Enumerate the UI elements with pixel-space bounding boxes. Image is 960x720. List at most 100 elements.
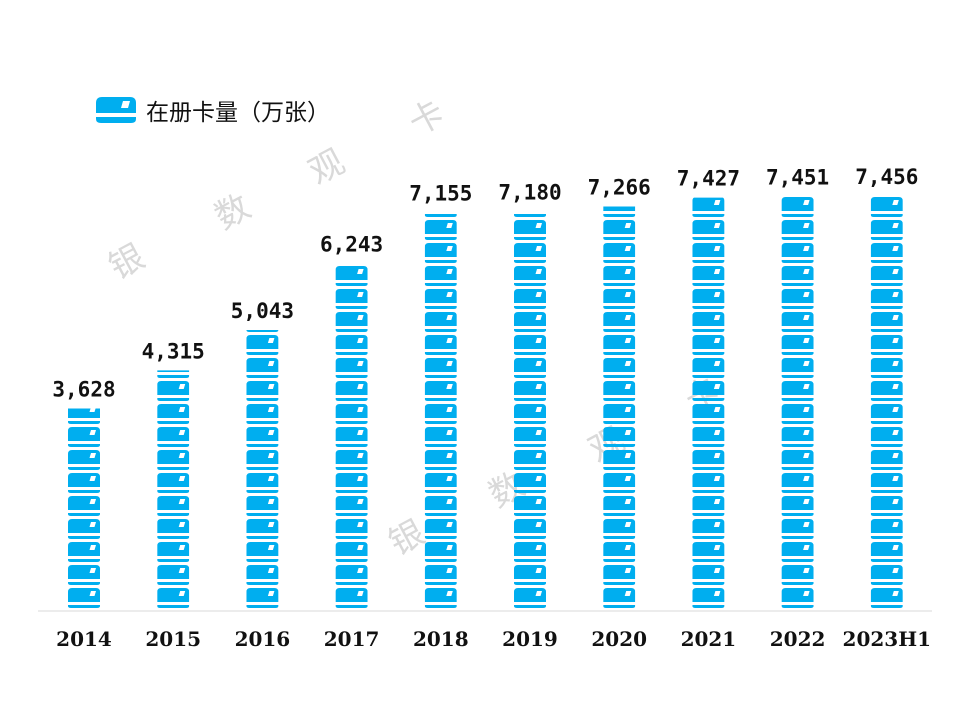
data-label: 7,180 bbox=[498, 180, 561, 204]
card-icon bbox=[781, 519, 814, 533]
card-icon bbox=[335, 266, 368, 280]
card-icon bbox=[692, 197, 725, 211]
x-tick-label: 2016 bbox=[235, 627, 291, 651]
card-icon bbox=[692, 335, 725, 349]
card-icon bbox=[781, 312, 814, 326]
card-icon bbox=[692, 519, 725, 533]
card-icon bbox=[870, 312, 903, 326]
card-icon bbox=[870, 496, 903, 510]
card-icon bbox=[514, 220, 546, 234]
card-icon bbox=[692, 473, 725, 487]
bar-2020 bbox=[603, 206, 636, 608]
card-icon bbox=[246, 542, 279, 556]
card-icon bbox=[68, 408, 100, 418]
card-icon bbox=[603, 220, 636, 234]
card-icon bbox=[514, 450, 546, 464]
card-icon bbox=[603, 542, 636, 556]
card-icon bbox=[514, 565, 546, 579]
card-icon bbox=[335, 335, 368, 349]
data-label: 7,451 bbox=[766, 165, 829, 189]
data-label: 7,266 bbox=[588, 176, 651, 200]
card-icon bbox=[157, 542, 190, 556]
card-icon bbox=[692, 404, 725, 418]
card-icon bbox=[424, 266, 457, 280]
card-icon bbox=[603, 473, 636, 487]
card-icon bbox=[424, 496, 457, 510]
card-icon bbox=[692, 220, 725, 234]
card-icon bbox=[781, 289, 814, 303]
card-icon bbox=[603, 358, 636, 372]
card-icon bbox=[335, 450, 368, 464]
card-icon bbox=[335, 588, 368, 602]
card-icon bbox=[157, 381, 190, 395]
card-icon bbox=[781, 220, 814, 234]
card-icon bbox=[157, 588, 190, 602]
card-icon bbox=[68, 588, 100, 602]
card-icon bbox=[68, 519, 100, 533]
card-icon bbox=[68, 565, 100, 579]
card-icon bbox=[424, 220, 457, 234]
bar-2014 bbox=[68, 408, 100, 608]
card-icon bbox=[246, 404, 279, 418]
card-icon bbox=[514, 266, 546, 280]
card-icon bbox=[424, 473, 457, 487]
card-icon bbox=[424, 358, 457, 372]
card-icon bbox=[870, 266, 903, 280]
card-icon bbox=[603, 206, 636, 211]
card-icon bbox=[870, 450, 903, 464]
card-icon bbox=[335, 519, 368, 533]
card-icon bbox=[424, 450, 457, 464]
card-icon bbox=[514, 427, 546, 441]
x-tick-label: 2021 bbox=[681, 627, 737, 651]
card-icon bbox=[514, 496, 546, 510]
card-icon bbox=[424, 312, 457, 326]
card-icon bbox=[68, 496, 100, 510]
card-icon bbox=[514, 358, 546, 372]
card-icon bbox=[692, 358, 725, 372]
card-icon bbox=[246, 473, 279, 487]
card-icon bbox=[603, 266, 636, 280]
data-label: 4,315 bbox=[142, 339, 205, 363]
card-icon bbox=[692, 427, 725, 441]
card-icon bbox=[246, 519, 279, 533]
card-icon bbox=[246, 450, 279, 464]
card-icon bbox=[781, 565, 814, 579]
card-icon bbox=[246, 358, 279, 372]
card-icon bbox=[424, 588, 457, 602]
card-icon bbox=[603, 243, 636, 257]
card-icon bbox=[246, 381, 279, 395]
data-label: 7,427 bbox=[677, 167, 740, 191]
card-icon bbox=[514, 335, 546, 349]
card-icon bbox=[335, 496, 368, 510]
card-icon bbox=[68, 450, 100, 464]
card-icon bbox=[692, 542, 725, 556]
bar-2022 bbox=[781, 197, 814, 608]
card-icon bbox=[692, 588, 725, 602]
card-icon bbox=[514, 542, 546, 556]
card-icon bbox=[692, 450, 725, 464]
card-icon bbox=[781, 381, 814, 395]
card-icon bbox=[692, 289, 725, 303]
card-icon bbox=[424, 335, 457, 349]
card-icon bbox=[603, 427, 636, 441]
card-icon bbox=[870, 335, 903, 349]
card-icon bbox=[157, 496, 190, 510]
card-icon bbox=[68, 542, 100, 556]
card-icon bbox=[335, 473, 368, 487]
card-icon bbox=[870, 381, 903, 395]
card-icon bbox=[603, 335, 636, 349]
card-icon bbox=[781, 427, 814, 441]
card-icon bbox=[603, 588, 636, 602]
data-label: 5,043 bbox=[231, 299, 294, 323]
card-icon bbox=[246, 496, 279, 510]
card-icon bbox=[603, 312, 636, 326]
card-icon bbox=[781, 450, 814, 464]
card-icon bbox=[96, 97, 136, 123]
x-tick-label: 2017 bbox=[324, 627, 380, 651]
card-icon bbox=[335, 381, 368, 395]
card-icon bbox=[870, 197, 903, 211]
x-tick-label: 2014 bbox=[56, 627, 112, 651]
data-label: 3,628 bbox=[52, 378, 115, 402]
x-tick-label: 2015 bbox=[145, 627, 201, 651]
card-icon bbox=[157, 473, 190, 487]
